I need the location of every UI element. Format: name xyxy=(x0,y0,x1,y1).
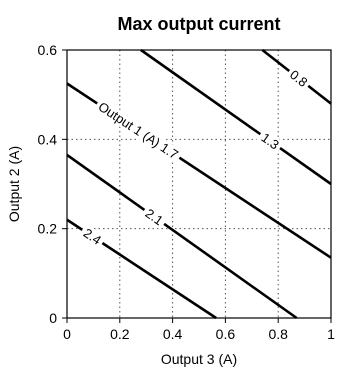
contour-label-1.7: Output 1 (A) 1.7 xyxy=(96,99,181,162)
x-axis-label: Output 3 (A) xyxy=(161,351,237,367)
contour-line-1.3 xyxy=(140,48,332,186)
x-tick-label: 0.8 xyxy=(268,326,288,342)
contour-label-group: Output 1 (A) 1.7 xyxy=(93,97,184,164)
x-tick-label: 1 xyxy=(327,326,335,342)
contour-label-bg xyxy=(140,204,169,230)
contour-label-bg xyxy=(78,223,107,249)
y-tick-label: 0.2 xyxy=(38,221,58,237)
chart-title: Max output current xyxy=(117,14,280,34)
x-tick-label: 0.2 xyxy=(110,326,130,342)
contour-line-2.1 xyxy=(66,153,298,320)
x-axis-ticks: 0 0.2 0.4 0.6 0.8 1 xyxy=(63,318,335,342)
contour-label-bg xyxy=(256,128,285,154)
x-tick-label: 0.4 xyxy=(163,326,183,342)
contour-label-bg xyxy=(93,97,184,164)
contour-label-group: 1.3 xyxy=(256,128,285,154)
contour-lines xyxy=(66,48,332,320)
contour-label-group: 2.4 xyxy=(78,223,107,249)
y-tick-label: 0.4 xyxy=(38,131,58,147)
y-tick-label: 0 xyxy=(49,310,57,326)
contour-label-bg xyxy=(284,65,313,92)
y-tick-label: 0.6 xyxy=(38,42,58,58)
grid xyxy=(67,50,331,318)
contour-label-group: 2.1 xyxy=(140,204,169,230)
y-axis-label: Output 2 (A) xyxy=(6,146,22,222)
x-tick-label: 0 xyxy=(63,326,71,342)
y-axis-ticks: 0 0.2 0.4 0.6 xyxy=(38,42,67,326)
x-tick-label: 0.6 xyxy=(216,326,236,342)
